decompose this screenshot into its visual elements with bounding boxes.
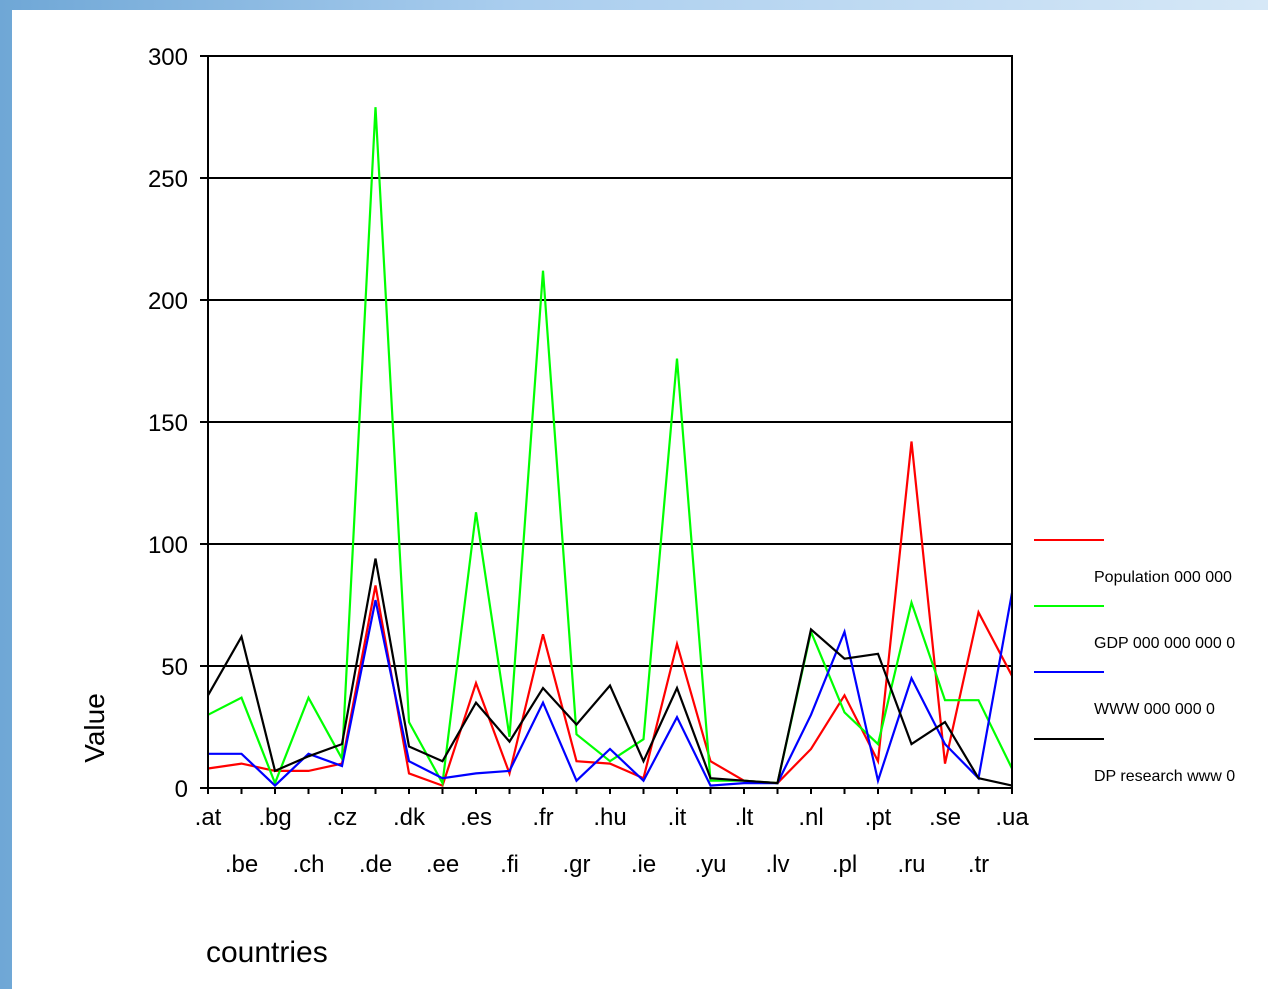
series-line <box>207 558 1013 787</box>
x-tick-label: .bg <box>258 804 291 831</box>
y-axis-ticks: 0 50 100 150 200 250 300 <box>148 44 208 803</box>
x-tick-label: .yu <box>694 851 726 878</box>
series-lines <box>207 107 1014 788</box>
y-tick-label: 300 <box>148 44 188 71</box>
chart-panel: 0 50 100 150 200 250 300 .at .be .bg .ch .cz .de .dk… <box>12 10 1268 989</box>
y-tick-label: 0 <box>175 776 188 803</box>
x-tick-label: .at <box>195 804 222 831</box>
legend-label: WWW 000 000 0 <box>1094 701 1215 718</box>
series-line <box>208 592 1014 788</box>
x-tick-label: .fr <box>532 804 553 831</box>
legend-label: DP research www 0 <box>1094 768 1235 785</box>
series-line <box>207 107 1013 787</box>
x-axis-label: countries <box>206 936 328 969</box>
x-tick-label: .fi <box>500 851 519 878</box>
y-tick-label: 150 <box>148 410 188 437</box>
y-tick-label: 250 <box>148 166 188 193</box>
legend-label: GDP 000 000 000 0 <box>1094 635 1235 652</box>
x-tick-label: .be <box>225 851 258 878</box>
x-tick-label: .it <box>668 804 687 831</box>
x-tick-label: .ee <box>426 851 459 878</box>
line-chart: 0 50 100 150 200 250 300 .at.be.bg.ch.cz.de.dk… <box>79 44 1235 969</box>
x-tick-label: .lt <box>735 804 754 831</box>
y-axis-label: Value <box>79 693 110 763</box>
x-tick-label: .ru <box>897 851 925 878</box>
x-tick-label: .es <box>460 804 492 831</box>
y-tick-label: 200 <box>148 288 188 315</box>
y-tick-label: 50 <box>161 654 188 681</box>
grid-lines <box>208 55 1012 789</box>
x-tick-label: .pt <box>865 804 892 831</box>
x-tick-label: .gr <box>562 851 590 878</box>
x-tick-label: .lv <box>766 851 790 878</box>
x-tick-label: .se <box>929 804 961 831</box>
x-tick-label: .de <box>359 851 392 878</box>
x-tick-label: .ie <box>631 851 656 878</box>
legend: Population 000 000 GDP 000 000 000 0 WWW 0… <box>1034 539 1235 785</box>
plot-frame <box>207 55 1013 789</box>
x-tick-label: .dk <box>393 804 426 831</box>
x-tick-label: .ua <box>995 804 1029 831</box>
x-tick-label: .cz <box>327 804 358 831</box>
y-tick-label: 100 <box>148 532 188 559</box>
x-tick-label: .tr <box>968 851 989 878</box>
x-tick-label: .nl <box>798 804 823 831</box>
x-tick-label: .ch <box>292 851 324 878</box>
x-axis-ticks: .at.be.bg.ch.cz.de.dk.ee.es .fi .fr .gr.hu.… <box>195 788 1029 878</box>
x-tick-label: .hu <box>593 804 626 831</box>
x-tick-label: .pl <box>832 851 857 878</box>
legend-label: Population 000 000 <box>1094 569 1232 586</box>
